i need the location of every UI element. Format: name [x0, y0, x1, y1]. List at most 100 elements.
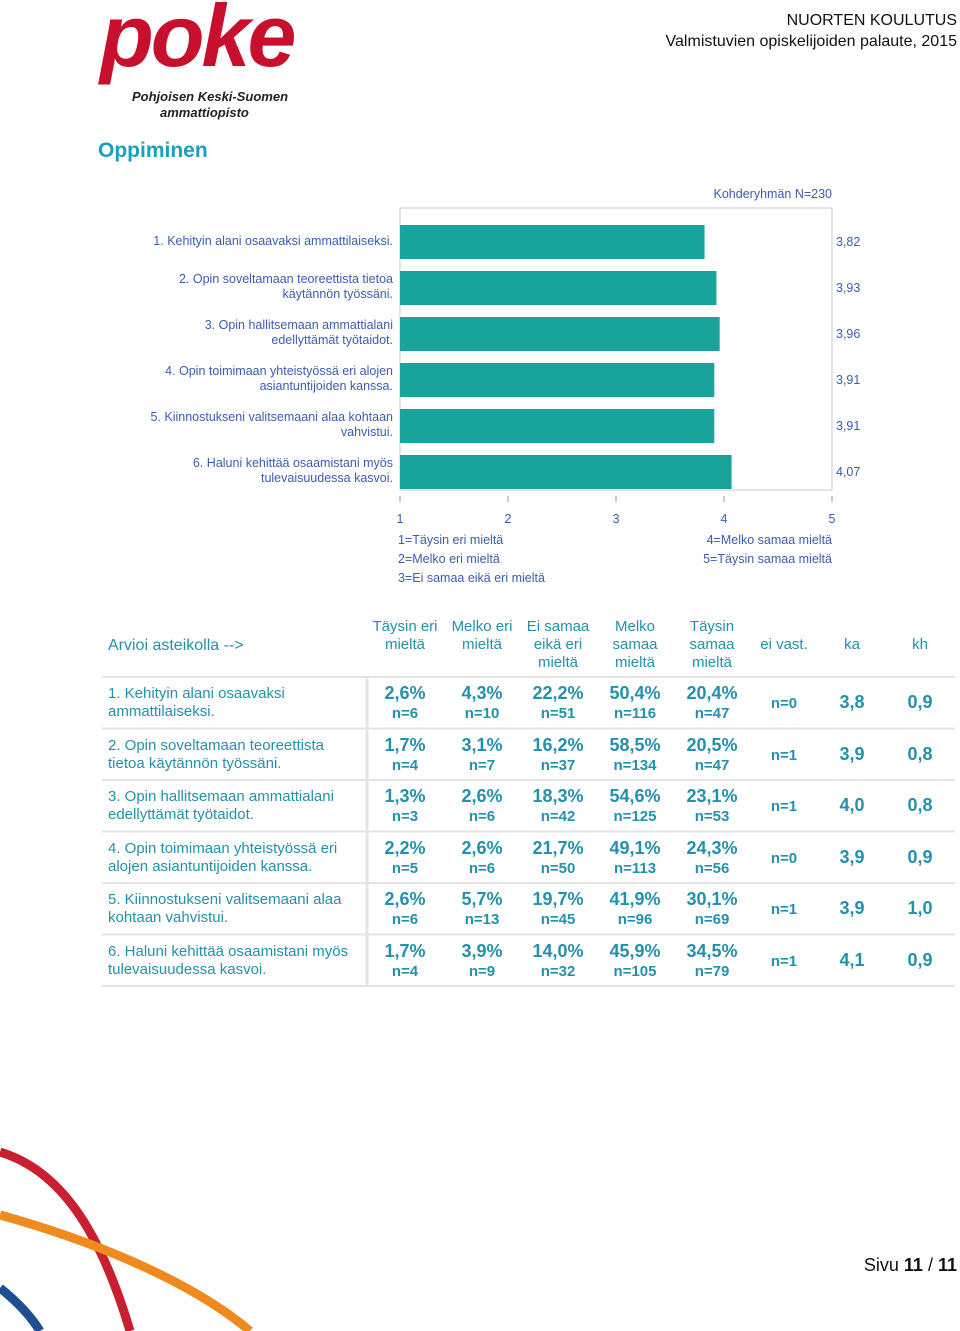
no-answer: n=0 — [770, 695, 798, 712]
percent: 19,7% — [532, 889, 584, 909]
count: n=134 — [613, 756, 657, 774]
table-header: Melko samaa mieltä — [612, 618, 658, 671]
value-label: 3,91 — [836, 373, 861, 387]
percent: 1,7% — [384, 940, 426, 961]
count: n=37 — [540, 756, 576, 774]
x-tick-label: 4 — [720, 512, 728, 526]
logo-line: ammattiopisto — [160, 105, 249, 120]
mean: 3,9 — [839, 846, 865, 867]
logo: poke — [100, 0, 296, 85]
table-header: Arvioi asteikolla --> — [108, 637, 244, 654]
percent: 1,7% — [384, 734, 426, 755]
count: n=7 — [468, 756, 496, 774]
row-label: 4. Opin toimimaan yhteistyössä eri aloje… — [108, 839, 338, 875]
count: n=5 — [391, 859, 419, 877]
percent: 2,6% — [384, 889, 426, 909]
count: n=6 — [468, 808, 496, 825]
decor-curve — [0, 1284, 44, 1331]
count: n=125 — [613, 808, 657, 825]
percent: 24,3% — [686, 837, 738, 858]
percent: 50,4% — [609, 683, 661, 703]
percent: 49,1% — [609, 837, 661, 858]
count: n=32 — [540, 962, 576, 980]
decor-curve — [0, 1147, 135, 1331]
mean: 4,1 — [839, 949, 865, 970]
category-label: 6. Haluni kehittää osaamistani myös tule… — [192, 456, 393, 485]
percent: 3,9% — [461, 940, 503, 961]
percent: 18,3% — [532, 786, 584, 806]
scale-label: 5=Täysin samaa mieltä — [703, 552, 832, 566]
mean: 4,0 — [839, 795, 865, 815]
count: n=6 — [391, 911, 419, 928]
bar — [400, 271, 717, 305]
percent: 21,7% — [532, 837, 584, 858]
percent: 3,1% — [461, 734, 503, 755]
sd: 0,9 — [907, 692, 933, 712]
no-answer: n=1 — [770, 746, 798, 764]
count: n=96 — [617, 911, 653, 928]
category-label: 2. Opin soveltamaan teoreettista tietoa … — [178, 272, 393, 301]
percent: 41,9% — [609, 889, 661, 909]
no-answer: n=1 — [770, 798, 798, 815]
percent: 20,4% — [686, 683, 738, 703]
x-tick-label: 1 — [396, 512, 404, 526]
category-label: 3. Opin hallitsemaan ammattialani edelly… — [204, 318, 393, 347]
mean: 3,9 — [839, 743, 865, 764]
percent: 1,3% — [384, 786, 426, 806]
x-tick-label: 3 — [612, 512, 620, 526]
percent: 58,5% — [609, 734, 661, 755]
count: n=3 — [391, 808, 419, 825]
percent: 22,2% — [532, 683, 584, 703]
table-header: Melko eri mieltä — [451, 618, 513, 653]
count: n=4 — [391, 962, 419, 980]
bar — [400, 225, 705, 259]
x-tick-label: 5 — [828, 512, 836, 526]
header-title: NUORTEN KOULUTUS — [786, 12, 957, 29]
percent: 16,2% — [532, 734, 584, 755]
no-answer: n=0 — [770, 849, 798, 867]
category-label: 1. Kehityin alani osaavaksi ammattilaise… — [153, 234, 393, 248]
count: n=45 — [540, 911, 576, 928]
count: n=10 — [464, 705, 500, 722]
count: n=6 — [468, 859, 496, 877]
footer-label: Sivu — [863, 1255, 899, 1275]
sd: 0,8 — [907, 795, 933, 815]
row-label: 2. Opin soveltamaan teoreettista tietoa … — [108, 736, 324, 772]
value-label: 3,93 — [836, 281, 861, 295]
value-label: 3,82 — [836, 235, 861, 249]
row-label: 5. Kiinnostukseni valitsemaani alaa koht… — [108, 891, 342, 926]
percent: 4,3% — [461, 683, 503, 703]
mean: 3,9 — [839, 898, 865, 918]
count: n=42 — [540, 808, 576, 825]
scale-label: 1=Täysin eri mieltä — [398, 533, 504, 547]
footer-total: 11 — [937, 1255, 957, 1275]
table-header: Täysin samaa mieltä — [689, 618, 735, 671]
count: n=50 — [540, 859, 576, 877]
table-header: ei vast. — [760, 636, 808, 653]
chart-note: Kohderyhmän N=230 — [713, 187, 832, 201]
table-header: kh — [912, 636, 928, 653]
mean: 3,8 — [839, 692, 865, 712]
sd: 0,9 — [907, 846, 933, 867]
percent: 2,6% — [461, 786, 503, 806]
percent: 34,5% — [686, 940, 738, 961]
page-number: Sivu 11 / 11 — [864, 1255, 957, 1277]
percent: 2,6% — [384, 683, 426, 703]
percent: 2,2% — [384, 837, 426, 858]
sd: 1,0 — [907, 898, 933, 918]
value-label: 3,91 — [836, 419, 861, 433]
footer-page: 11 — [903, 1255, 923, 1275]
sd: 0,8 — [907, 743, 933, 764]
no-answer: n=1 — [770, 952, 798, 970]
count: n=4 — [391, 756, 419, 774]
scale-label: 4=Melko samaa mieltä — [706, 533, 832, 547]
count: n=69 — [694, 911, 730, 928]
count: n=53 — [694, 808, 730, 825]
bar — [400, 409, 715, 443]
x-tick-label: 2 — [504, 512, 512, 526]
count: n=9 — [468, 962, 496, 980]
table-header: Täysin eri mieltä — [372, 618, 438, 653]
count: n=6 — [391, 705, 419, 722]
